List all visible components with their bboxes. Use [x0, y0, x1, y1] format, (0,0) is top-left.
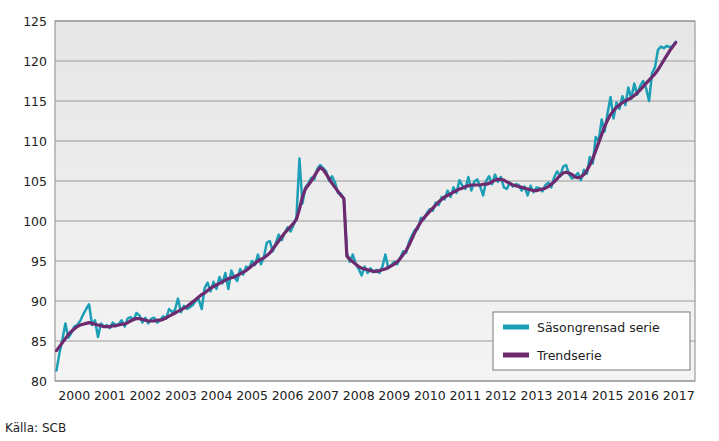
- x-tick-label: 2011: [449, 388, 481, 403]
- series-group: [56, 42, 675, 371]
- grid-line: [55, 261, 695, 262]
- y-tick-label: 120: [23, 54, 47, 69]
- y-tick-label: 115: [23, 94, 47, 109]
- y-tick-label: 85: [31, 334, 47, 349]
- x-tick-label: 2007: [307, 388, 339, 403]
- x-tick-label: 2006: [272, 388, 304, 403]
- legend-swatch: [503, 325, 529, 330]
- x-tick-label: 2015: [592, 388, 624, 403]
- y-tick-label: 80: [31, 374, 47, 389]
- legend-label: Säsongrensad serie: [537, 320, 660, 335]
- plot-frame: [55, 21, 695, 381]
- x-tick-label: 2012: [485, 388, 517, 403]
- grid-line: [55, 181, 695, 182]
- x-tick-label: 2008: [343, 388, 375, 403]
- y-tick-label: 100: [23, 214, 47, 229]
- x-tick-label: 2001: [94, 388, 126, 403]
- y-tick-label: 105: [23, 174, 47, 189]
- x-tick-label: 2016: [627, 388, 659, 403]
- legend-swatch: [503, 353, 529, 358]
- y-tick-label: 95: [31, 254, 47, 269]
- legend-label: Trendserie: [536, 348, 602, 363]
- x-tick-label: 2013: [521, 388, 553, 403]
- legend-box: [493, 312, 690, 370]
- chart: 80 85 90 95 100 105 110 115 120 125 2000 20012002 20…: [0, 0, 719, 441]
- plot-area: [55, 21, 695, 381]
- x-tick-label: 2004: [201, 388, 233, 403]
- grid-line: [55, 61, 695, 62]
- x-tick-label: 2000: [58, 388, 90, 403]
- y-tick-label: 90: [31, 294, 47, 309]
- source-note: Källa: SCB: [5, 421, 66, 435]
- x-tick-label: 2003: [165, 388, 197, 403]
- series-line: [56, 42, 675, 371]
- series-line: [56, 43, 675, 351]
- x-tick-label: 2010: [414, 388, 446, 403]
- x-tick-label: 2014: [556, 388, 588, 403]
- x-tick-label: 2005: [236, 388, 268, 403]
- y-tick-label: 125: [23, 14, 47, 29]
- x-tick-label: 2017: [663, 388, 695, 403]
- x-tick-label: 2009: [378, 388, 410, 403]
- grid-line: [55, 221, 695, 222]
- y-tick-label: 110: [23, 134, 47, 149]
- legend: Säsongrensad serie Trendserie: [493, 312, 690, 370]
- x-tick-label: 2002: [129, 388, 161, 403]
- grid-line: [55, 101, 695, 102]
- grid-line: [55, 301, 695, 302]
